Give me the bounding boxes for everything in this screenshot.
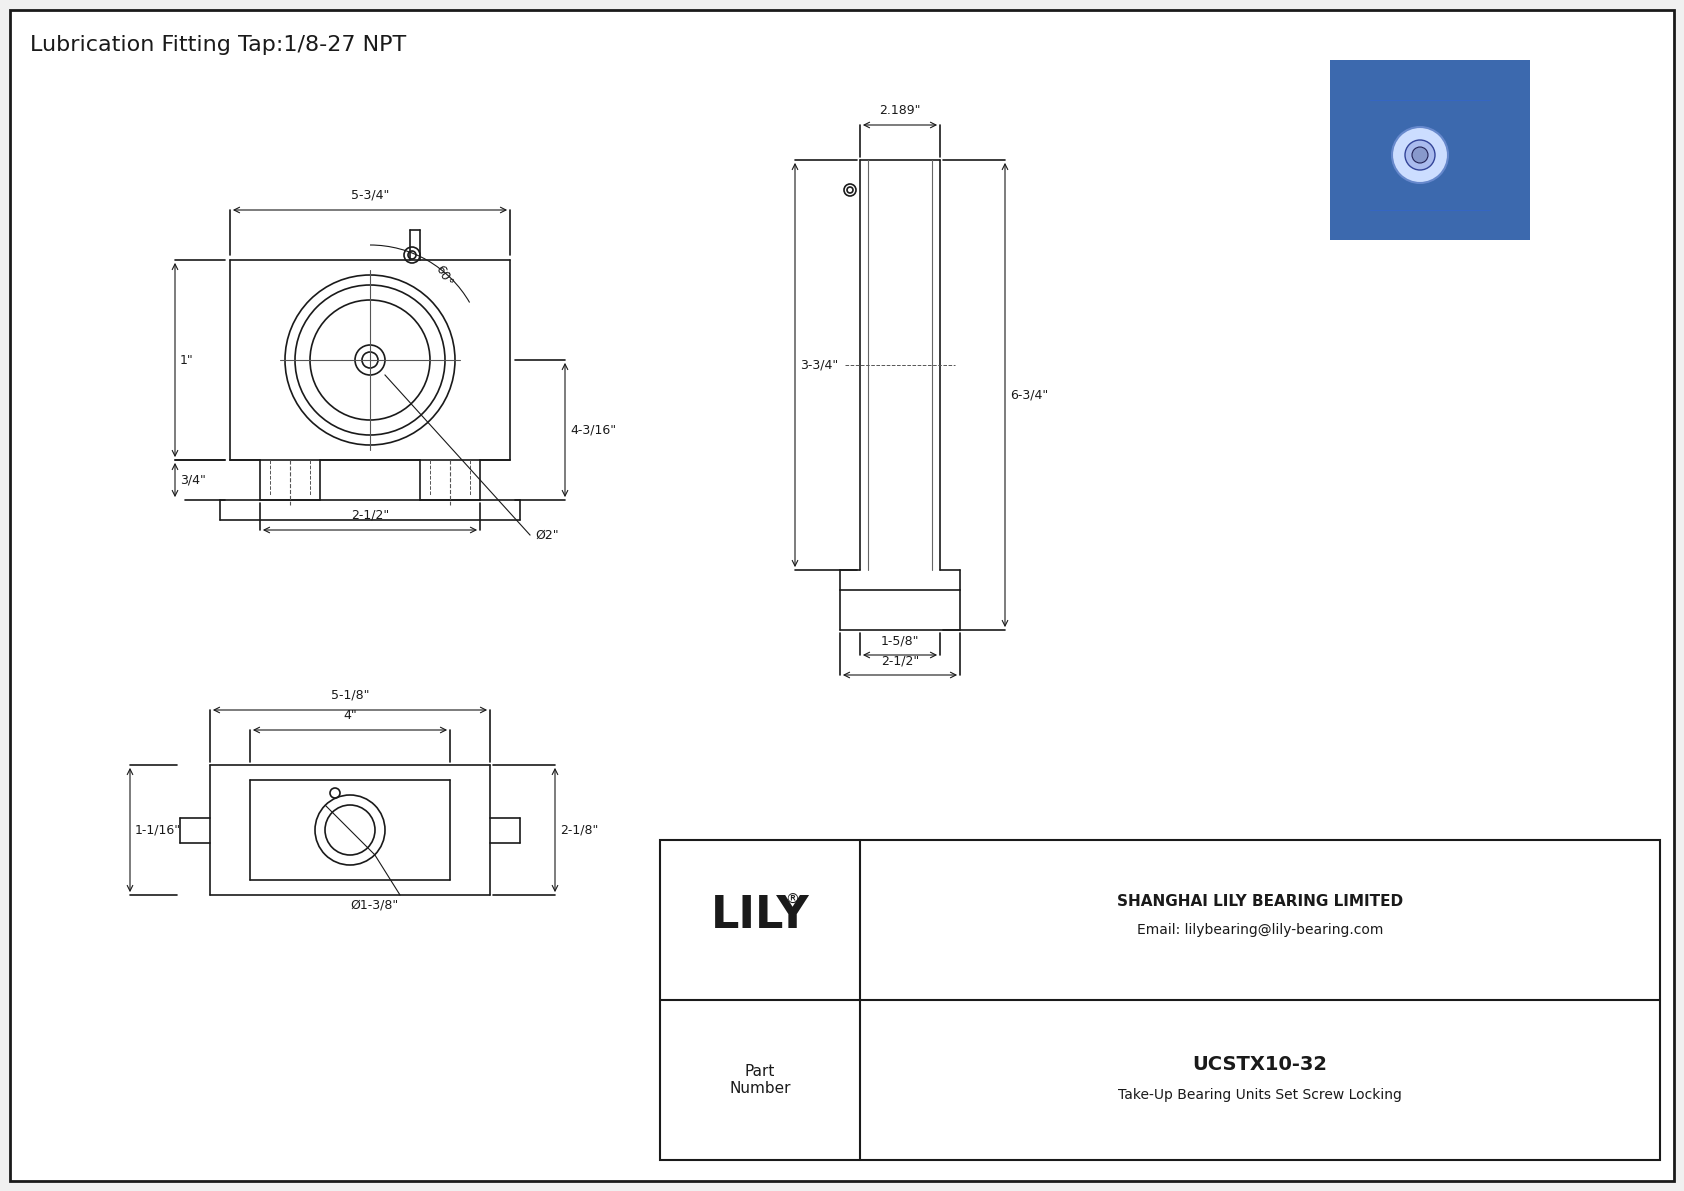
Bar	[660, 840, 1660, 1160]
Text: 60°: 60°	[433, 263, 455, 288]
Text: Part
Number: Part Number	[729, 1064, 791, 1096]
Text: Ø2": Ø2"	[536, 529, 559, 542]
Text: Email: lilybearing@lily-bearing.com: Email: lilybearing@lily-bearing.com	[1137, 923, 1383, 937]
Text: UCSTX10-32: UCSTX10-32	[1192, 1055, 1327, 1074]
Text: Take-Up Bearing Units Set Screw Locking: Take-Up Bearing Units Set Screw Locking	[1118, 1089, 1403, 1102]
Text: 4": 4"	[344, 709, 357, 722]
Text: SHANGHAI LILY BEARING LIMITED: SHANGHAI LILY BEARING LIMITED	[1116, 894, 1403, 910]
Text: 6-3/4": 6-3/4"	[1010, 388, 1047, 401]
Circle shape	[1404, 141, 1435, 170]
Text: 3-3/4": 3-3/4"	[800, 358, 839, 372]
Circle shape	[1411, 146, 1428, 163]
Text: 1-1/16": 1-1/16"	[135, 823, 182, 836]
Text: LILY: LILY	[711, 893, 810, 936]
Text: 2-1/2": 2-1/2"	[881, 654, 919, 667]
Text: 4-3/16": 4-3/16"	[569, 424, 616, 436]
Text: 1-5/8": 1-5/8"	[881, 634, 919, 647]
Text: 5-3/4": 5-3/4"	[350, 189, 389, 202]
Text: 3/4": 3/4"	[180, 474, 205, 486]
Text: 2-1/8": 2-1/8"	[561, 823, 598, 836]
Text: Lubrication Fitting Tap:1/8-27 NPT: Lubrication Fitting Tap:1/8-27 NPT	[30, 35, 406, 55]
Text: Ø1-3/8": Ø1-3/8"	[350, 898, 397, 911]
Text: 2-1/2": 2-1/2"	[350, 509, 389, 522]
Text: 2.189": 2.189"	[879, 104, 921, 117]
Circle shape	[1393, 127, 1448, 183]
Text: 1": 1"	[180, 354, 194, 367]
Bar	[1330, 60, 1531, 241]
Text: ®: ®	[785, 893, 798, 908]
Text: 5-1/8": 5-1/8"	[330, 690, 369, 701]
